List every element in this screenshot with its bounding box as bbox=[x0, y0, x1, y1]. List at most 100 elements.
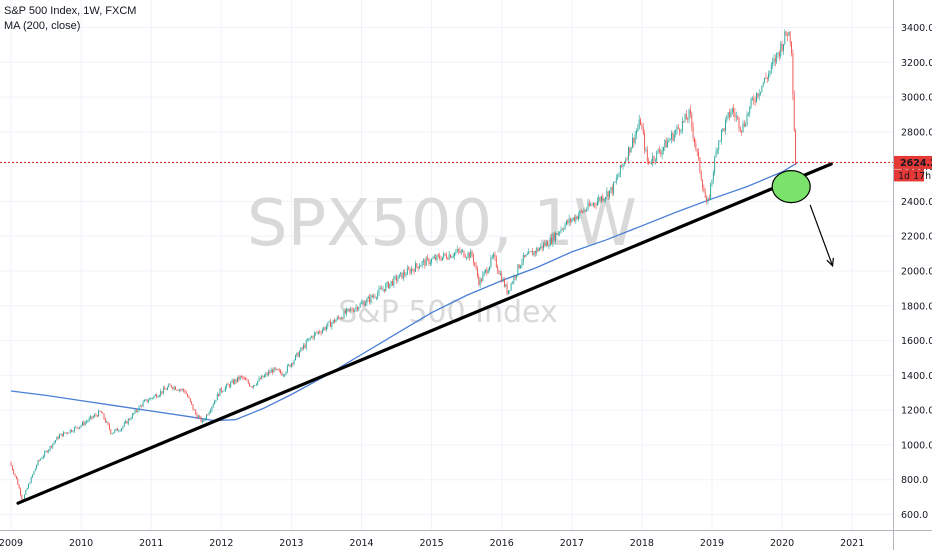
candle-body bbox=[396, 276, 397, 281]
x-tick-label: 2010 bbox=[69, 538, 93, 549]
candle-body bbox=[72, 431, 74, 433]
candle-body bbox=[574, 217, 575, 221]
candle-up bbox=[377, 290, 379, 300]
candle-up bbox=[168, 383, 170, 388]
candle-body bbox=[663, 147, 664, 151]
candle-down bbox=[334, 318, 335, 324]
candle-up bbox=[219, 388, 221, 397]
candle-body bbox=[495, 257, 497, 268]
candle-body bbox=[720, 130, 722, 141]
candle-up bbox=[224, 385, 226, 393]
ma-line-layer bbox=[10, 162, 798, 422]
candle-up bbox=[538, 247, 540, 252]
candle-body bbox=[219, 388, 221, 397]
candle-body bbox=[272, 369, 273, 373]
candle-body bbox=[367, 296, 369, 299]
candle-down bbox=[723, 128, 725, 133]
grid bbox=[0, 0, 893, 530]
candle-body bbox=[681, 120, 683, 131]
candle-body bbox=[684, 114, 686, 122]
candle-body bbox=[565, 220, 567, 225]
candle-down bbox=[706, 195, 708, 205]
candle-up bbox=[201, 419, 203, 424]
candle-down bbox=[703, 184, 705, 193]
candle-body bbox=[505, 284, 507, 287]
candle-body bbox=[134, 409, 136, 414]
candle-down bbox=[791, 40, 792, 57]
candle-up bbox=[557, 230, 559, 236]
candle-body bbox=[590, 204, 592, 206]
candle-down bbox=[689, 105, 691, 118]
candle-body bbox=[215, 400, 217, 402]
candle-down bbox=[416, 262, 418, 269]
candle-body bbox=[657, 149, 659, 151]
candle-up bbox=[375, 296, 377, 301]
candle-body bbox=[131, 413, 133, 419]
candle-body bbox=[354, 308, 356, 312]
candle-body bbox=[788, 31, 790, 36]
candle-body bbox=[14, 473, 16, 477]
candle-up bbox=[358, 306, 360, 312]
candle-up bbox=[516, 274, 517, 281]
candle-body bbox=[536, 248, 538, 254]
candle-down bbox=[696, 148, 698, 157]
candle-body bbox=[330, 321, 331, 328]
candle-down bbox=[241, 374, 242, 379]
candle-down bbox=[486, 266, 488, 276]
y-tick-label: 1000.0 bbox=[901, 440, 932, 451]
candle-up bbox=[84, 420, 86, 427]
candle-up bbox=[45, 449, 47, 453]
candle-body bbox=[795, 130, 797, 165]
candle-body bbox=[777, 52, 779, 54]
candle-body bbox=[285, 372, 287, 375]
candle-up bbox=[681, 116, 683, 134]
candle-up bbox=[746, 111, 748, 127]
candle-up bbox=[637, 123, 639, 133]
candle-body bbox=[517, 264, 519, 275]
candle-body bbox=[383, 289, 385, 292]
candle-down bbox=[220, 386, 222, 394]
candle-down bbox=[227, 382, 229, 385]
candle-body bbox=[363, 302, 365, 306]
candle-body bbox=[773, 58, 775, 62]
candle-up bbox=[149, 397, 151, 401]
x-tick-label: 2015 bbox=[420, 538, 444, 549]
candle-up bbox=[784, 29, 786, 46]
candle-body bbox=[749, 106, 751, 114]
candle-body bbox=[468, 252, 470, 258]
candle-body bbox=[671, 133, 673, 140]
candle-down bbox=[235, 378, 237, 384]
candle-down bbox=[277, 368, 279, 371]
candle-down bbox=[50, 445, 52, 449]
candle-down bbox=[91, 416, 93, 421]
candle-body bbox=[259, 378, 261, 380]
y-tick-label: 2200.0 bbox=[901, 232, 932, 243]
candle-body bbox=[394, 276, 396, 278]
candle-up bbox=[290, 362, 292, 369]
candle-body bbox=[34, 468, 36, 472]
candle-body bbox=[166, 387, 168, 390]
candle-body bbox=[524, 255, 526, 257]
candle-up bbox=[455, 249, 457, 256]
candle-up bbox=[727, 112, 729, 119]
candle-body bbox=[144, 400, 145, 402]
candle-body bbox=[237, 376, 238, 382]
candle-body bbox=[207, 414, 209, 416]
candle-up bbox=[451, 255, 453, 258]
candle-up bbox=[268, 369, 269, 377]
candle-up bbox=[315, 332, 317, 336]
candle-body bbox=[626, 159, 628, 161]
candle-body bbox=[423, 260, 424, 262]
candle-up bbox=[533, 250, 535, 258]
candle-body bbox=[421, 261, 423, 266]
candle-body bbox=[273, 367, 275, 373]
candle-body bbox=[29, 483, 31, 485]
candle-body bbox=[402, 272, 404, 279]
candle-body bbox=[761, 85, 763, 92]
candle-down bbox=[677, 123, 679, 130]
candle-up bbox=[79, 426, 81, 430]
candle-body bbox=[516, 274, 517, 278]
candle-up bbox=[49, 445, 51, 452]
candle-down bbox=[795, 128, 797, 165]
